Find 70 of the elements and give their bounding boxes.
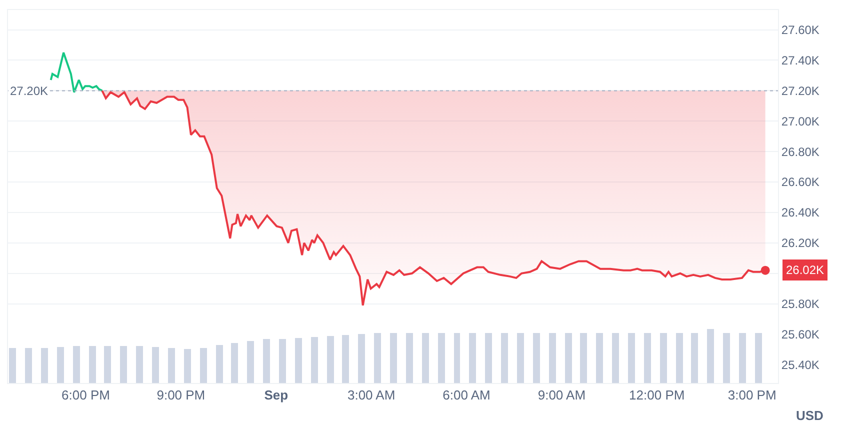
bar <box>216 344 223 383</box>
bar <box>358 334 365 383</box>
bar <box>596 332 603 383</box>
bar <box>342 334 349 383</box>
bar <box>263 338 270 383</box>
bar <box>231 342 238 383</box>
y-tick-label: 27.40K <box>781 53 820 68</box>
bar <box>9 348 16 383</box>
bar <box>311 336 318 383</box>
y-tick-label: 27.20K <box>781 84 820 98</box>
bar <box>247 340 254 383</box>
x-tick-label: 3:00 AM <box>347 388 396 403</box>
bar <box>279 338 286 383</box>
x-tick-label: 9:00 PM <box>156 388 206 403</box>
x-tick-label: 9:00 AM <box>538 388 586 403</box>
bar <box>549 332 556 383</box>
bar <box>41 348 48 383</box>
annotation: 26.02K <box>786 263 824 277</box>
y-tick-label: 26.80K <box>781 144 820 159</box>
bar <box>660 332 667 383</box>
bar <box>136 346 143 383</box>
bar <box>438 332 445 383</box>
x-tick-label: Sep <box>264 388 288 403</box>
x-tick-label: 12:00 PM <box>629 388 685 403</box>
bar <box>723 332 730 383</box>
bar <box>168 348 175 383</box>
bar <box>755 332 762 383</box>
bar <box>374 332 381 383</box>
bar <box>454 332 460 383</box>
bar <box>644 332 651 383</box>
bar <box>422 332 429 383</box>
bar <box>485 332 492 383</box>
y-tick-label: 27.60K <box>781 22 820 37</box>
bar <box>57 346 64 383</box>
bar <box>565 332 572 383</box>
bar <box>25 348 32 383</box>
x-tick-label: 6:00 AM <box>442 388 490 403</box>
y-tick-label: 25.40K <box>781 358 820 372</box>
bar <box>327 336 334 383</box>
bar <box>628 332 635 383</box>
y-tick-label: 26.40K <box>781 206 820 220</box>
x-tick-label: 3:00 PM <box>728 388 776 403</box>
bar <box>676 332 683 383</box>
bar <box>739 332 746 383</box>
bar <box>707 328 714 383</box>
bar <box>580 332 587 383</box>
y-tick-label: 26.20K <box>781 236 820 250</box>
bar <box>406 332 413 383</box>
x-tick-label: 6:00 PM <box>62 388 110 403</box>
bar <box>612 332 619 383</box>
y-tick-label: 25.80K <box>781 297 820 312</box>
bar <box>501 332 508 383</box>
bar <box>104 346 111 383</box>
bar <box>533 332 540 383</box>
y-tick-label: 26.60K <box>781 175 820 190</box>
bar <box>469 332 476 383</box>
bar <box>295 338 302 383</box>
bar <box>517 332 524 383</box>
y-tick-label: 27.00K <box>781 114 820 128</box>
bar <box>120 346 127 383</box>
y-tick-label: 25.60K <box>781 327 820 342</box>
bar <box>390 332 397 383</box>
y-axis-title: USD <box>796 408 824 423</box>
bar <box>184 348 191 383</box>
ref-line-label: 27.20K <box>10 84 48 98</box>
bar <box>152 346 159 383</box>
bar <box>73 346 80 383</box>
bar <box>200 348 207 383</box>
bar <box>89 346 96 383</box>
bar <box>691 332 698 383</box>
